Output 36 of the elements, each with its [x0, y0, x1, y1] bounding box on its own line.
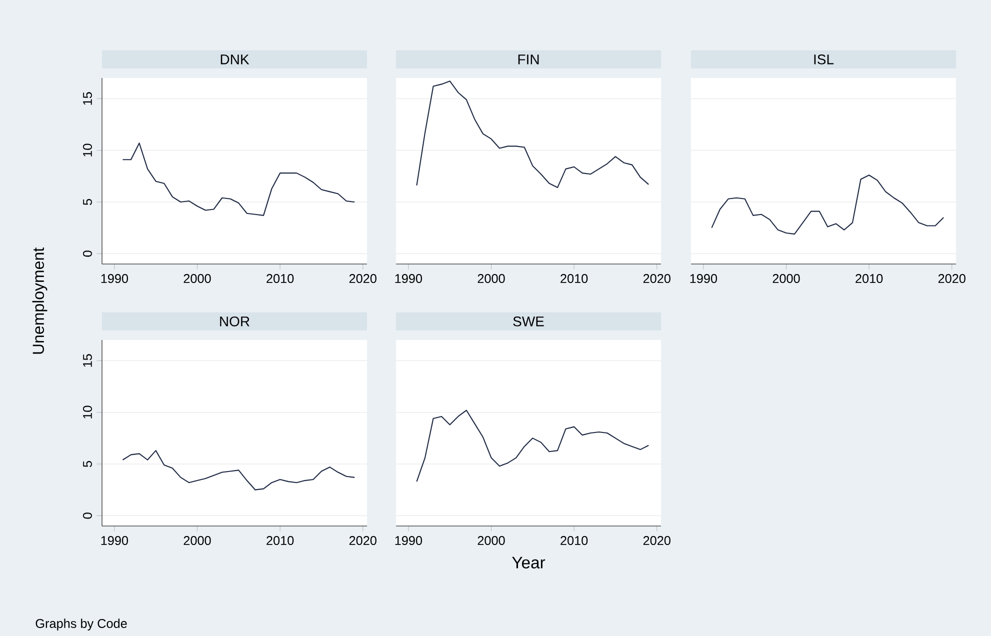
- x-tick-label: 2010: [560, 536, 588, 546]
- y-tick-label: 0: [82, 250, 92, 257]
- x-axis-title: Year: [512, 556, 546, 568]
- y-axis-title: Unemployment: [32, 248, 48, 354]
- x-tick-label: 2000: [184, 274, 211, 284]
- chart-title: ISL: [814, 54, 834, 64]
- y-tick-label: 0: [82, 512, 92, 519]
- x-tick-label: 2020: [643, 536, 670, 546]
- x-tick-label: 2020: [349, 274, 376, 284]
- x-tick-label: 2010: [266, 274, 294, 284]
- chart-title: NOR: [220, 316, 250, 326]
- x-tick-label: 2020: [643, 274, 670, 284]
- y-tick-label: 5: [83, 461, 92, 468]
- chart-title: FIN: [518, 54, 539, 64]
- y-tick-label: 15: [83, 354, 92, 367]
- x-tick-label: 2020: [349, 536, 376, 546]
- x-tick-label: 2000: [478, 536, 505, 546]
- x-tick-label: 1990: [395, 274, 422, 284]
- x-tick-label: 2010: [560, 274, 588, 284]
- text: Graphs by Code: [36, 618, 127, 630]
- x-tick-label: 2010: [266, 536, 294, 546]
- x-tick-label: 1990: [101, 274, 128, 284]
- chart-title: DNK: [220, 54, 250, 64]
- x-tick-label: 2020: [938, 274, 966, 284]
- x-tick-label: 2000: [184, 536, 211, 546]
- chart-title: SWE: [513, 316, 544, 326]
- y-tick-label: 5: [83, 199, 92, 206]
- y-tick-label: 10: [82, 144, 92, 156]
- y-tick-label: 10: [82, 406, 92, 418]
- x-tick-label: 1990: [395, 536, 422, 546]
- x-tick-label: 1990: [690, 274, 718, 284]
- x-tick-label: 2000: [478, 274, 505, 284]
- x-tick-label: 2000: [772, 274, 800, 284]
- x-tick-label: 1990: [101, 536, 128, 546]
- y-tick-label: 15: [83, 92, 92, 105]
- x-tick-label: 2010: [856, 274, 883, 284]
